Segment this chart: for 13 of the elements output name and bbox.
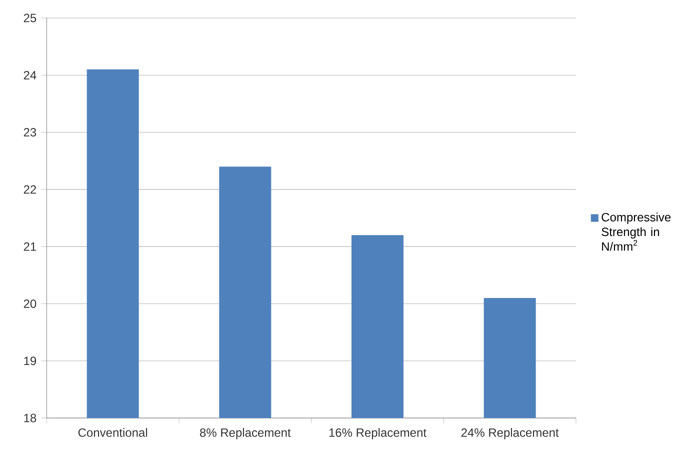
y-tick-label: 20 bbox=[24, 299, 36, 308]
y-tick-label: 19 bbox=[24, 356, 36, 366]
legend-label: Compressive Strength in N/mm$^{2}$ bbox=[602, 212, 671, 251]
y-tick-label: 18 bbox=[24, 414, 36, 422]
x-tick-label: 24% Replacement bbox=[461, 428, 559, 440]
y-tick-label: 23 bbox=[24, 128, 36, 137]
y-tick-label: 22 bbox=[24, 185, 36, 194]
x-tick-label: 16% Replacement bbox=[329, 428, 426, 440]
x-tick-label: Conventional bbox=[78, 428, 148, 437]
x-tick-label: 8% Replacement bbox=[200, 428, 291, 440]
y-tick-label: 25 bbox=[24, 14, 36, 22]
y-tick-label: 21 bbox=[24, 242, 36, 251]
y-tick-label: 24 bbox=[24, 70, 36, 80]
